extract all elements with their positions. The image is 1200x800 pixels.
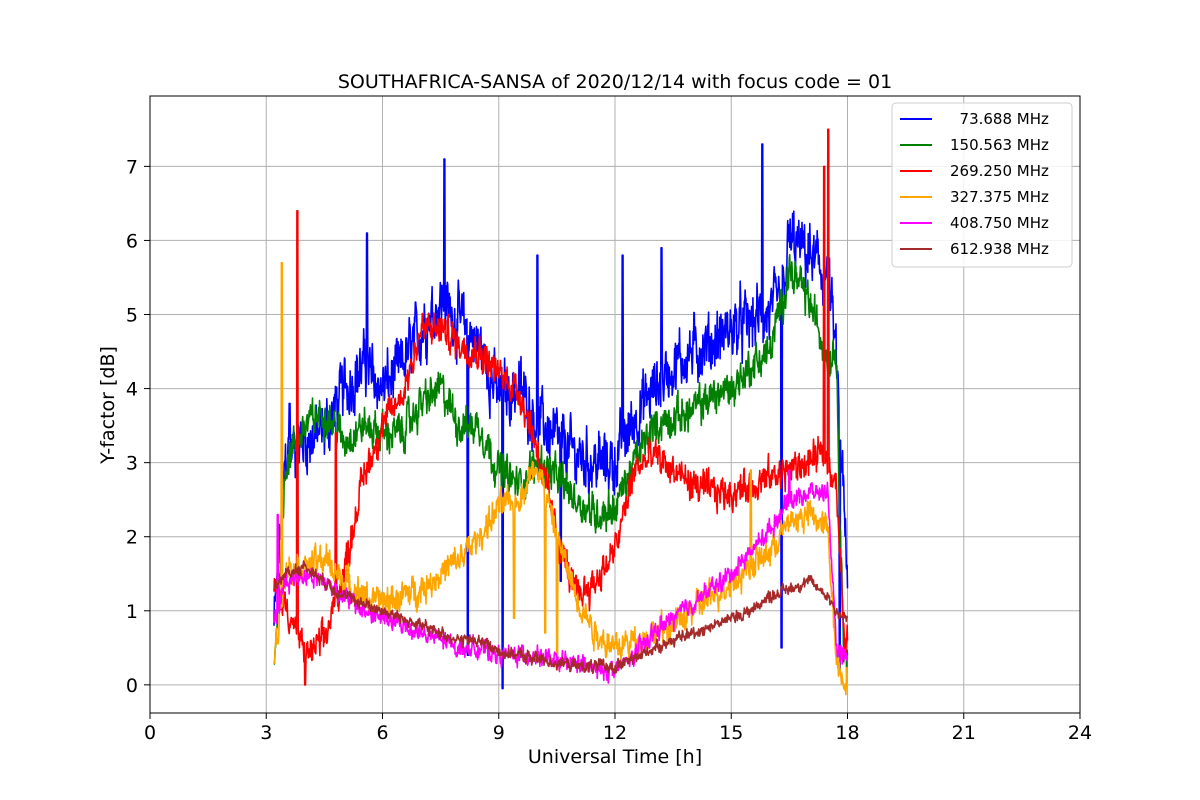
y-tick-label: 0 xyxy=(126,675,138,697)
y-tick-label: 2 xyxy=(126,527,138,549)
y-tick-label: 7 xyxy=(126,156,138,178)
y-axis-title: Y-factor [dB] xyxy=(97,346,119,465)
y-tick-label: 1 xyxy=(126,601,138,623)
x-tick-label: 6 xyxy=(376,722,388,744)
series-line-0 xyxy=(273,143,849,690)
series-line-5 xyxy=(273,560,848,675)
series-line-1 xyxy=(273,254,849,677)
x-tick-label: 9 xyxy=(493,722,505,744)
series-layer xyxy=(273,128,849,696)
legend-label: 612.938 MHz xyxy=(950,240,1049,258)
x-tick-label: 0 xyxy=(144,722,156,744)
x-tick-label: 21 xyxy=(952,722,976,744)
x-tick-label: 18 xyxy=(835,722,859,744)
series-line-4 xyxy=(273,469,849,684)
legend-label: 73.688 MHz xyxy=(950,110,1049,128)
x-tick-label: 3 xyxy=(260,722,272,744)
legend-label: 269.250 MHz xyxy=(950,162,1049,180)
y-tick-label: 4 xyxy=(126,379,138,401)
x-tick-label: 15 xyxy=(719,722,743,744)
legend: 73.688 MHz 150.563 MHz 269.250 MHz 327.375 … xyxy=(891,102,1073,268)
y-tick-label: 6 xyxy=(126,230,138,252)
x-axis-title: Universal Time [h] xyxy=(528,746,702,768)
legend-label: 150.563 MHz xyxy=(950,136,1049,154)
x-tick-label: 12 xyxy=(603,722,627,744)
y-tick-label: 3 xyxy=(126,453,138,475)
y-tick-label: 5 xyxy=(126,305,138,327)
x-tick-label: 24 xyxy=(1068,722,1092,744)
legend-box xyxy=(891,102,1073,268)
chart-title: SOUTHAFRICA-SANSA of 2020/12/14 with foc… xyxy=(338,71,892,93)
legend-label: 408.750 MHz xyxy=(950,214,1049,232)
legend-label: 327.375 MHz xyxy=(950,188,1049,206)
